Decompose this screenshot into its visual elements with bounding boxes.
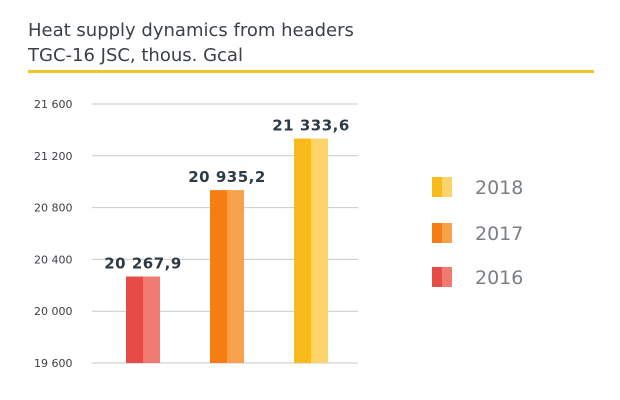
title-underline bbox=[28, 70, 594, 73]
chart-title-line1: Heat supply dynamics from headers bbox=[28, 20, 354, 41]
y-tick-label: 20 800 bbox=[34, 202, 73, 215]
legend-item-2017: 2017 bbox=[432, 223, 523, 245]
bar-right-half bbox=[311, 138, 328, 363]
bar-2016 bbox=[126, 276, 160, 363]
legend-swatch-right bbox=[442, 177, 452, 197]
bar-right-half bbox=[227, 190, 244, 363]
bar-2018 bbox=[294, 138, 328, 363]
chart-title: Heat supply dynamics from headers TGC-16… bbox=[28, 18, 588, 68]
legend-swatch-right bbox=[442, 267, 452, 287]
y-tick-label: 21 200 bbox=[34, 150, 73, 163]
chart-title-line2: TGC-16 JSC, thous. Gcal bbox=[28, 45, 243, 66]
legend-label: 2018 bbox=[475, 177, 523, 199]
bar-left-half bbox=[210, 190, 227, 363]
legend-item-2018: 2018 bbox=[432, 177, 523, 199]
data-label: 21 333,6 bbox=[272, 116, 350, 134]
y-tick-label: 21 600 bbox=[34, 98, 73, 111]
bar-2017 bbox=[210, 190, 244, 363]
legend-item-2016: 2016 bbox=[432, 267, 523, 289]
data-label: 20 267,9 bbox=[104, 255, 182, 273]
legend-swatch-left bbox=[432, 267, 442, 287]
bar-right-half bbox=[143, 276, 160, 363]
legend-label: 2016 bbox=[475, 267, 523, 289]
data-label: 20 935,2 bbox=[188, 168, 266, 186]
legend-swatch-left bbox=[432, 223, 442, 243]
legend-label: 2017 bbox=[475, 223, 523, 245]
y-tick-label: 19 600 bbox=[34, 357, 73, 370]
y-tick-label: 20 400 bbox=[34, 253, 73, 266]
legend-swatch-right bbox=[442, 223, 452, 243]
y-tick-label: 20 000 bbox=[34, 305, 73, 318]
bar-left-half bbox=[294, 138, 311, 363]
bar-left-half bbox=[126, 276, 143, 363]
legend-swatch-left bbox=[432, 177, 442, 197]
